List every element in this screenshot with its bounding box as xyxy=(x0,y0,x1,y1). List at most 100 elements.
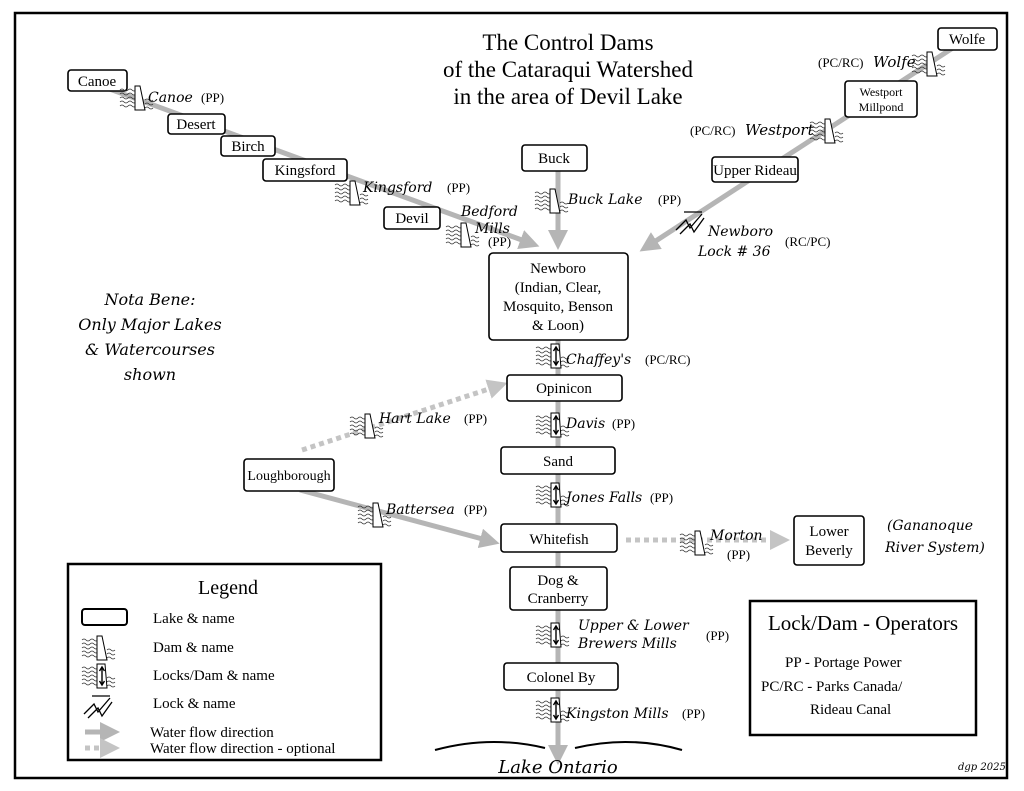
svg-text:(PP): (PP) xyxy=(706,628,729,643)
svg-text:(Indian, Clear,: (Indian, Clear, xyxy=(515,280,601,296)
title-line-1: The Control Dams xyxy=(482,30,653,55)
dam-hart-lake: Hart Lake (PP) xyxy=(350,411,487,438)
svg-text:Canoe: Canoe xyxy=(148,90,193,106)
svg-text:Buck: Buck xyxy=(538,151,570,167)
flow-arrow-east xyxy=(639,37,967,252)
svg-text:Birch: Birch xyxy=(231,139,265,155)
lake-canoe: Canoe xyxy=(67,69,128,92)
lake-lower-beverly: Lower Beverly xyxy=(793,515,865,566)
svg-text:Millpond: Millpond xyxy=(859,100,904,114)
svg-text:Locks/Dam & name: Locks/Dam & name xyxy=(153,668,275,684)
svg-text:Dam & name: Dam & name xyxy=(153,640,234,656)
svg-text:Only Major Lakes: Only Major Lakes xyxy=(78,315,221,334)
lake-colonel-by: Colonel By xyxy=(503,662,619,691)
svg-text:Water flow direction: Water flow direction xyxy=(150,725,274,741)
svg-text:Mills: Mills xyxy=(474,221,510,237)
dam-morton: Morton (PP) xyxy=(680,528,763,562)
legend: Legend Lake & name Dam & name Locks/Dam … xyxy=(66,562,383,762)
lake-kingsford: Kingsford xyxy=(262,158,348,182)
title-line-3: in the area of Devil Lake xyxy=(453,84,682,109)
svg-text:Water flow direction - optiona: Water flow direction - optional xyxy=(150,741,335,757)
lake-newboro: Newboro (Indian, Clear, Mosquito, Benson… xyxy=(488,252,629,341)
svg-text:Whitefish: Whitefish xyxy=(529,532,589,548)
svg-text:shown: shown xyxy=(124,365,176,384)
svg-text:(PP): (PP) xyxy=(464,411,487,426)
lake-loughborough: Loughborough xyxy=(243,458,335,492)
svg-text:(PP): (PP) xyxy=(650,490,673,505)
svg-text:Battersea: Battersea xyxy=(385,502,455,518)
svg-text:Hart Lake: Hart Lake xyxy=(378,411,451,427)
svg-text:Upper & Lower: Upper & Lower xyxy=(578,618,690,634)
svg-text:(PP): (PP) xyxy=(201,90,224,105)
svg-text:(PC/RC): (PC/RC) xyxy=(690,123,736,138)
svg-text:Lake & name: Lake & name xyxy=(153,611,235,627)
nota-bene: Nota Bene: Only Major Lakes & Watercours… xyxy=(78,290,221,384)
svg-text:Kingston Mills: Kingston Mills xyxy=(565,706,669,722)
svg-text:Canoe: Canoe xyxy=(78,74,117,90)
svg-text:Dog &: Dog & xyxy=(537,573,579,589)
lake-whitefish: Whitefish xyxy=(500,523,618,553)
svg-text:(PP): (PP) xyxy=(658,192,681,207)
svg-text:(PC/RC): (PC/RC) xyxy=(818,55,864,70)
svg-text:Kingsford: Kingsford xyxy=(275,163,336,179)
svg-text:Sand: Sand xyxy=(543,454,574,470)
lockdam-davis: Davis (PP) xyxy=(536,413,635,437)
lake-upper-rideau: Upper Rideau xyxy=(711,156,799,183)
svg-text:Newboro: Newboro xyxy=(530,261,586,277)
svg-text:Wolfe: Wolfe xyxy=(949,32,986,48)
svg-text:& Watercourses: & Watercourses xyxy=(85,340,215,359)
svg-text:Chaffey's: Chaffey's xyxy=(566,352,631,368)
svg-text:Westport: Westport xyxy=(745,121,815,139)
lake-wolfe: Wolfe xyxy=(937,27,998,51)
svg-text:Opinicon: Opinicon xyxy=(536,381,592,397)
lockdam-jones-falls: Jones Falls (PP) xyxy=(536,483,673,507)
svg-text:Morton: Morton xyxy=(709,528,763,544)
lake-birch: Birch xyxy=(220,135,276,157)
svg-text:Brewers Mills: Brewers Mills xyxy=(577,636,677,652)
lock-newboro: Newboro Lock # 36 (RC/PC) xyxy=(675,211,831,260)
dam-westport: (PC/RC) Westport xyxy=(690,119,843,143)
svg-text:Buck Lake: Buck Lake xyxy=(567,192,643,208)
svg-text:Lock # 36: Lock # 36 xyxy=(697,244,771,260)
svg-text:(PP): (PP) xyxy=(464,502,487,517)
dam-battersea: Battersea (PP) xyxy=(358,502,487,527)
svg-text:Bedford: Bedford xyxy=(460,204,518,220)
lockdam-brewers-mills: Upper & Lower Brewers Mills (PP) xyxy=(536,618,729,652)
svg-text:Jones Falls: Jones Falls xyxy=(563,490,642,506)
signature: dgp 2025 xyxy=(958,762,1006,773)
gananoque-label-2: River System) xyxy=(884,540,985,556)
svg-text:(PP): (PP) xyxy=(612,416,635,431)
lake-devil: Devil xyxy=(383,206,441,230)
gananoque-label-1: (Gananoque xyxy=(887,518,973,534)
legend-lake-icon xyxy=(81,608,128,626)
flow-arrow-loughborough xyxy=(299,487,500,549)
dam-canoe: Canoe (PP) xyxy=(120,86,224,110)
optional-flow-hart xyxy=(301,379,508,453)
svg-text:PC/RC - Parks Canada/: PC/RC - Parks Canada/ xyxy=(761,679,903,695)
svg-text:Mosquito, Benson: Mosquito, Benson xyxy=(503,299,614,315)
dam-kingsford: Kingsford (PP) xyxy=(335,180,470,205)
svg-text:(PP): (PP) xyxy=(447,180,470,195)
title-line-2: of the Cataraqui Watershed xyxy=(443,57,693,82)
svg-text:Devil: Devil xyxy=(395,211,428,227)
lake-dog-cranberry: Dog & Cranberry xyxy=(509,566,608,611)
svg-text:Upper Rideau: Upper Rideau xyxy=(713,163,797,179)
lake-ontario-shore xyxy=(434,740,683,751)
svg-text:PP - Portage Power: PP - Portage Power xyxy=(785,655,902,671)
svg-text:Lock & name: Lock & name xyxy=(153,696,236,712)
svg-text:Rideau Canal: Rideau Canal xyxy=(810,702,891,718)
lake-desert: Desert xyxy=(167,113,226,135)
page-border xyxy=(13,11,1009,780)
svg-text:Westport: Westport xyxy=(859,85,903,99)
lake-ontario: Lake Ontario xyxy=(497,757,618,778)
svg-text:Loughborough: Loughborough xyxy=(247,469,330,484)
svg-text:Cranberry: Cranberry xyxy=(528,591,589,607)
svg-text:(PP): (PP) xyxy=(727,547,750,562)
svg-text:(RC/PC): (RC/PC) xyxy=(785,234,831,249)
lockdam-chaffeys: Chaffey's (PC/RC) xyxy=(536,344,691,368)
svg-text:Nota Bene:: Nota Bene: xyxy=(103,290,195,309)
operators-box: Lock/Dam - Operators PP - Portage Power … xyxy=(748,599,978,737)
